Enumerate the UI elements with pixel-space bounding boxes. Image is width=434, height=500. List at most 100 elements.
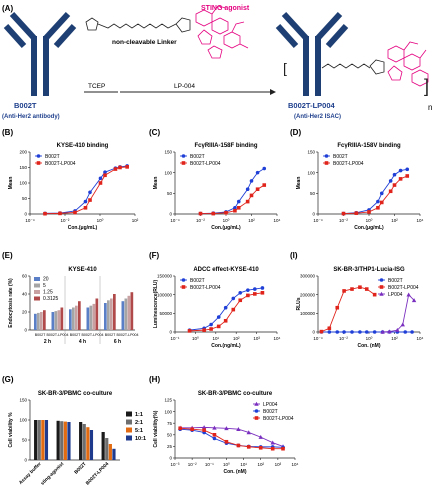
data-point — [262, 166, 267, 171]
y-axis-label: Mean — [8, 177, 14, 190]
data-point — [113, 167, 118, 171]
y-axis-label: Cell viability % — [8, 412, 14, 448]
y-tick-label: 50 — [22, 438, 28, 443]
data-point — [270, 446, 275, 451]
data-point — [201, 425, 207, 430]
x-tick-label: 10⁻¹ — [171, 336, 180, 341]
legend-label: B002T-LP004 — [190, 285, 221, 291]
x-tick-label: 10⁻² — [339, 336, 348, 341]
x-tick-label: 10⁴ — [292, 462, 299, 467]
y-tick-label: 0 — [312, 330, 315, 335]
data-point — [327, 330, 332, 334]
bar — [37, 420, 41, 460]
x-tick-label: 10⁻² — [196, 218, 205, 223]
panel-h: (H) SK-BR-3/PBMC co-culture 0 25 50 75 100 125… — [149, 375, 299, 475]
bracket-left: [ — [283, 60, 287, 76]
bar — [124, 298, 128, 330]
bar — [105, 438, 109, 460]
legend-swatch — [126, 419, 132, 425]
data-point — [324, 161, 329, 165]
data-point — [212, 425, 217, 430]
data-point — [246, 288, 250, 292]
group-label: 4 h — [79, 339, 86, 345]
data-point — [36, 161, 41, 165]
data-point — [379, 191, 384, 196]
legend-label: 1.25 — [43, 290, 53, 296]
data-point — [187, 329, 192, 333]
subgroup-label: B002T-LP004 — [82, 333, 104, 337]
series-line — [180, 428, 284, 448]
data-point — [236, 443, 241, 448]
chart-title: FcγRIIIA-158V binding — [337, 143, 401, 149]
legend-label: 10:1 — [135, 436, 146, 442]
x-axis-label: Con. (nM) — [357, 343, 380, 349]
y-axis-label: Mean — [296, 177, 302, 190]
data-point — [379, 278, 384, 282]
chart-title: ADCC effect-KYSE-410 — [193, 267, 259, 273]
data-point — [410, 330, 414, 334]
x-tick-label: 10⁻¹ — [205, 462, 214, 467]
x-tick-label: 10⁻³ — [171, 462, 180, 467]
y-tick-label: 0 — [169, 456, 172, 461]
bar — [107, 300, 110, 330]
bar — [95, 298, 99, 330]
y-tick-label: 150 — [19, 165, 27, 170]
data-point — [216, 315, 221, 319]
y-tick-label: 100 — [164, 409, 172, 414]
data-point — [198, 211, 203, 216]
x-tick-label: 10⁻⁴ — [25, 218, 34, 223]
series-line — [200, 168, 265, 215]
data-point — [392, 183, 397, 187]
data-point — [246, 293, 250, 298]
legend-label: B002T-LP004 — [190, 161, 221, 167]
data-point — [254, 409, 259, 413]
data-point — [223, 305, 228, 310]
data-point — [212, 433, 217, 437]
data-point — [358, 285, 362, 289]
data-point — [211, 211, 216, 216]
bar — [89, 305, 93, 330]
x-tick-label: 10⁻² — [61, 218, 70, 223]
data-point — [246, 430, 251, 435]
legend-label: B002T — [333, 154, 348, 160]
data-point — [249, 179, 254, 183]
y-axis-label: Endocytosis rate (%) — [8, 278, 14, 328]
data-point — [405, 167, 410, 172]
panel-a: (A) B002T (Anti-Her2 antibody) TCEP LP-0… — [2, 4, 432, 120]
x-tick-label: 10⁴ — [417, 218, 424, 223]
group-label: 2 h — [44, 339, 51, 345]
data-point — [395, 327, 400, 332]
data-point — [224, 426, 229, 431]
y-tick-label: 20 — [22, 310, 28, 315]
x-tick-label: 10⁴ — [274, 336, 281, 341]
repeat-n: n — [428, 103, 432, 112]
data-point — [98, 176, 103, 181]
data-point — [367, 210, 371, 214]
series-line — [44, 165, 128, 214]
bar — [67, 422, 71, 460]
y-tick-label: 50 — [167, 433, 173, 438]
linker-label: non-cleavable Linker — [112, 39, 177, 46]
x-tick-label: 10³ — [275, 462, 282, 467]
chart-title: KYSE-410 binding — [57, 143, 109, 149]
isac-antibody-icon — [275, 11, 349, 96]
panel-b: (B) KYSE-410 binding 0 50 100 150 200 Mean 10⁻⁴… — [2, 128, 139, 231]
tcep-label: TCEP — [88, 83, 105, 90]
chart-title: FcγRIIIA-158F binding — [194, 143, 257, 149]
y-tick-label: 100 — [164, 170, 172, 175]
data-point — [380, 329, 385, 334]
y-tick-label: 0 — [169, 212, 172, 217]
data-point — [392, 172, 397, 177]
x-tick-label: 10⁴ — [274, 218, 281, 223]
series-line — [189, 287, 263, 331]
bar — [112, 448, 116, 460]
isac-payload-icon — [387, 41, 429, 87]
x-tick-label: 10² — [391, 218, 398, 223]
legend-label: B002T — [45, 154, 60, 160]
x-tick-label: 10² — [257, 462, 264, 467]
chart-title: SK-BR-3/PBMC co-culture — [38, 391, 113, 397]
legend-label: 2:1 — [135, 420, 143, 426]
data-point — [405, 174, 410, 178]
series-line — [321, 286, 375, 333]
data-point — [212, 436, 217, 441]
